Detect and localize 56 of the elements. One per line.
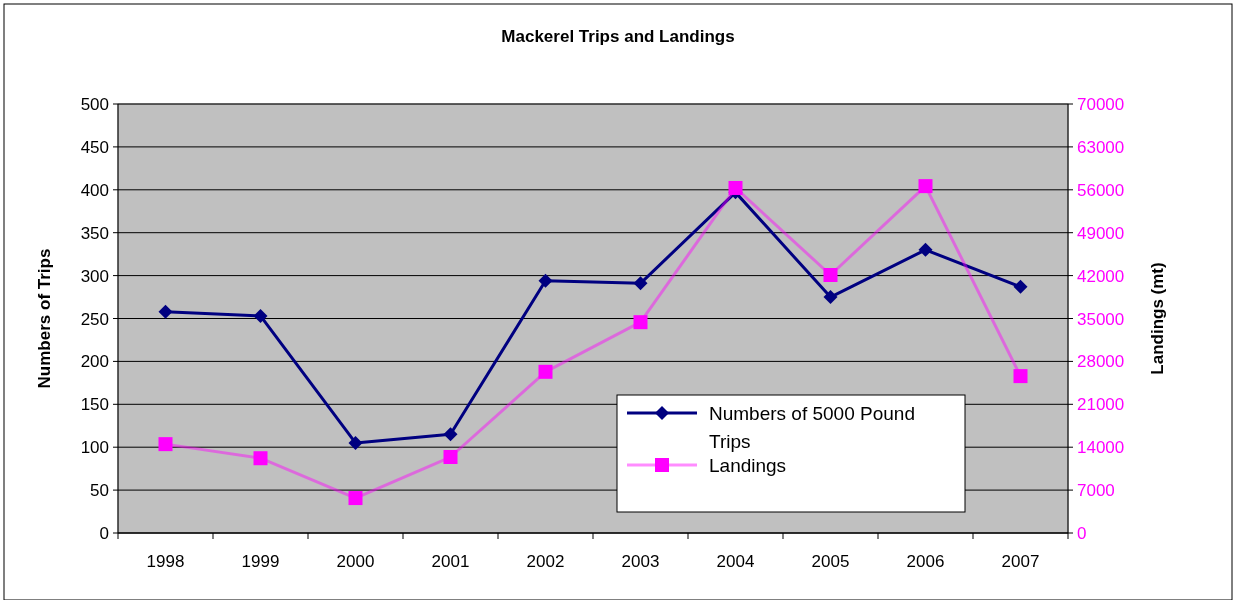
x-tick-label: 2003 <box>621 552 660 571</box>
y-tick-label: 400 <box>80 180 109 200</box>
point <box>918 179 933 194</box>
y-tick-label: 250 <box>80 309 109 329</box>
y2-tick-label: 0 <box>1077 524 1087 543</box>
point <box>1013 369 1028 384</box>
x-tick-label: 2000 <box>336 552 375 571</box>
y-tick-label: 450 <box>80 137 109 157</box>
y2-tick-label: 42000 <box>1077 266 1125 286</box>
point <box>348 435 363 450</box>
point <box>443 427 458 442</box>
y-tick-label: 200 <box>80 352 109 372</box>
y2-tick-label: 21000 <box>1077 395 1125 415</box>
point <box>443 450 458 465</box>
y-tick-label: 150 <box>80 395 109 415</box>
y2-tick-label: 7000 <box>1077 481 1115 501</box>
point <box>633 315 648 330</box>
y2-tick-label: 35000 <box>1077 309 1125 329</box>
legend-label: Numbers of 5000 Pound Trips <box>709 403 915 452</box>
y-tick-label: 350 <box>80 223 109 243</box>
x-tick-label: 2002 <box>526 552 565 571</box>
point <box>348 491 363 506</box>
point <box>823 267 838 282</box>
point <box>633 276 648 291</box>
y2-tick-label: 63000 <box>1077 137 1125 157</box>
x-tick-label: 2006 <box>906 552 945 571</box>
point <box>253 308 268 323</box>
y-tick-label: 500 <box>80 95 109 114</box>
point <box>918 242 933 257</box>
y2-tick-label: 56000 <box>1077 180 1125 200</box>
x-tick-label: 2004 <box>716 552 755 571</box>
x-tick-label: 2005 <box>811 552 850 571</box>
y-axis-title: Numbers of Trips <box>35 248 54 389</box>
point <box>538 364 553 379</box>
y2-tick-label: 14000 <box>1077 438 1125 458</box>
y-tick-label: 50 <box>90 481 109 501</box>
point <box>823 290 838 305</box>
y2-tick-label: 49000 <box>1077 223 1125 243</box>
legend-label: Landings <box>709 455 787 476</box>
point <box>158 304 173 319</box>
y2-axis-title: Landings (mt) <box>1148 262 1167 375</box>
y-tick-label: 0 <box>99 524 109 543</box>
point <box>1013 279 1028 294</box>
y-tick-label: 300 <box>80 266 109 286</box>
x-tick-label: 2001 <box>431 552 470 571</box>
point <box>538 273 553 288</box>
y2-tick-label: 28000 <box>1077 352 1125 372</box>
x-tick-label: 2007 <box>1001 552 1040 571</box>
x-tick-label: 1999 <box>241 552 280 571</box>
point <box>253 451 268 466</box>
point <box>728 180 743 195</box>
y2-tick-label: 70000 <box>1077 95 1125 114</box>
chart-title: Mackerel Trips and Landings <box>501 27 735 46</box>
x-tick-label: 1998 <box>146 552 185 571</box>
point <box>158 437 173 452</box>
y-tick-label: 100 <box>80 438 109 458</box>
